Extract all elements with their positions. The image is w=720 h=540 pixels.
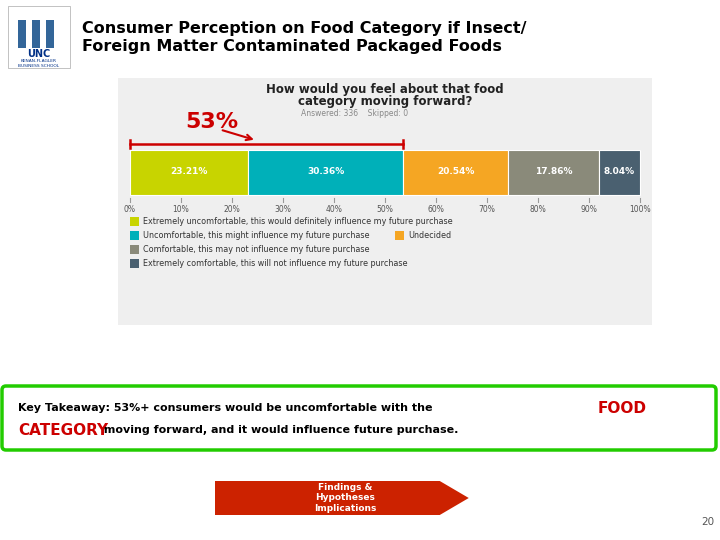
Text: Extremely comfortable, this will not influence my future purchase: Extremely comfortable, this will not inf… xyxy=(143,259,408,268)
Text: 0%: 0% xyxy=(124,206,136,214)
Text: moving forward, and it would influence future purchase.: moving forward, and it would influence f… xyxy=(100,426,459,435)
Text: 90%: 90% xyxy=(580,206,598,214)
Text: 20.54%: 20.54% xyxy=(437,167,474,177)
Text: Key Takeaway: 53%+ consumers would be uncomfortable with the: Key Takeaway: 53%+ consumers would be un… xyxy=(18,403,436,414)
FancyBboxPatch shape xyxy=(130,245,139,254)
FancyBboxPatch shape xyxy=(130,231,139,240)
FancyBboxPatch shape xyxy=(508,150,599,194)
Text: BUSINESS SCHOOL: BUSINESS SCHOOL xyxy=(19,64,60,68)
FancyBboxPatch shape xyxy=(403,150,508,194)
Text: Answered: 336    Skipped: 0: Answered: 336 Skipped: 0 xyxy=(302,109,408,118)
Text: KENAN-FLAGLER: KENAN-FLAGLER xyxy=(21,59,57,63)
FancyBboxPatch shape xyxy=(248,150,403,194)
Polygon shape xyxy=(215,481,469,515)
FancyBboxPatch shape xyxy=(8,6,70,68)
Text: Comfortable, this may not influence my future purchase: Comfortable, this may not influence my f… xyxy=(143,245,369,254)
Text: 8.04%: 8.04% xyxy=(604,167,635,177)
Text: UNC: UNC xyxy=(27,49,50,59)
Text: 10%: 10% xyxy=(173,206,189,214)
Text: Uncomfortable, this might influence my future purchase: Uncomfortable, this might influence my f… xyxy=(143,231,369,240)
Text: 80%: 80% xyxy=(530,206,546,214)
Text: 53%: 53% xyxy=(185,111,238,132)
Text: 60%: 60% xyxy=(428,206,444,214)
FancyBboxPatch shape xyxy=(46,20,54,48)
Text: 40%: 40% xyxy=(325,206,343,214)
FancyBboxPatch shape xyxy=(130,217,139,226)
FancyBboxPatch shape xyxy=(395,231,404,240)
Text: 100%: 100% xyxy=(629,206,651,214)
Text: 20: 20 xyxy=(701,517,714,527)
Text: Extremely uncomfortable, this would definitely influence my future purchase: Extremely uncomfortable, this would defi… xyxy=(143,217,453,226)
Text: 23.21%: 23.21% xyxy=(171,167,208,177)
FancyBboxPatch shape xyxy=(130,259,139,268)
FancyBboxPatch shape xyxy=(130,150,248,194)
Text: 30.36%: 30.36% xyxy=(307,167,344,177)
Text: CATEGORY: CATEGORY xyxy=(18,423,108,438)
FancyBboxPatch shape xyxy=(118,78,652,325)
Text: 50%: 50% xyxy=(377,206,393,214)
Text: Undecided: Undecided xyxy=(408,231,451,240)
Text: Findings &
Hypotheses
Implications: Findings & Hypotheses Implications xyxy=(314,483,376,513)
FancyBboxPatch shape xyxy=(18,20,26,48)
Text: category moving forward?: category moving forward? xyxy=(298,96,472,109)
Text: 17.86%: 17.86% xyxy=(535,167,572,177)
FancyBboxPatch shape xyxy=(32,20,40,48)
FancyBboxPatch shape xyxy=(599,150,640,194)
FancyBboxPatch shape xyxy=(0,0,720,75)
Text: 70%: 70% xyxy=(479,206,495,214)
FancyBboxPatch shape xyxy=(2,386,716,450)
Text: 30%: 30% xyxy=(274,206,292,214)
Text: How would you feel about that food: How would you feel about that food xyxy=(266,84,504,97)
Text: Consumer Perception on Food Category if Insect/: Consumer Perception on Food Category if … xyxy=(82,21,526,36)
Text: Foreign Matter Contaminated Packaged Foods: Foreign Matter Contaminated Packaged Foo… xyxy=(82,39,502,55)
Text: FOOD: FOOD xyxy=(598,401,647,416)
Text: 20%: 20% xyxy=(224,206,240,214)
